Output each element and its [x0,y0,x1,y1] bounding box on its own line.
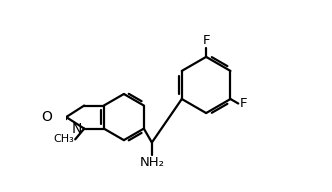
Text: N: N [71,122,82,136]
Text: O: O [41,110,52,124]
Text: CH₃: CH₃ [53,134,74,144]
Text: F: F [239,97,247,110]
Text: F: F [203,34,210,47]
Text: NH₂: NH₂ [139,156,164,169]
